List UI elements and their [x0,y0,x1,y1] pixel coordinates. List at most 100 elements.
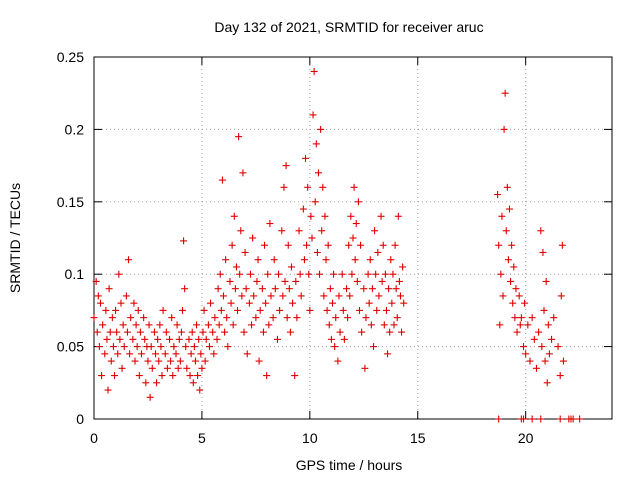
data-point [522,350,530,358]
data-point [520,343,528,351]
data-point [558,241,566,249]
data-point [508,241,516,249]
data-point [166,335,174,343]
data-point [134,306,142,314]
data-point [240,328,248,336]
data-point [556,372,564,380]
data-point [135,372,143,380]
data-point [520,415,528,423]
data-point [269,314,277,322]
data-point [307,212,315,220]
data-point [295,227,303,235]
data-point [96,299,104,307]
data-point [310,67,318,75]
data-point [146,393,154,401]
data-point [170,343,178,351]
data-point [216,270,224,278]
data-point [263,372,271,380]
data-point [361,364,369,372]
data-point [209,328,217,336]
data-point [127,314,135,322]
data-point [284,241,292,249]
data-point [180,237,188,245]
data-point [155,357,163,365]
data-point [98,372,106,380]
y-tick-label: 0.15 [57,194,84,210]
data-point [391,241,399,249]
data-point [365,299,373,307]
data-point [554,343,562,351]
data-point [157,343,165,351]
data-point [223,314,231,322]
data-point [133,343,141,351]
data-point [543,379,551,387]
data-point [253,277,261,285]
data-point [187,350,195,358]
data-point [323,306,331,314]
data-point [309,111,317,119]
data-point [392,285,400,293]
data-point [150,328,158,336]
data-point [521,299,529,307]
data-point [498,212,506,220]
data-point [532,364,540,372]
data-point [311,198,319,206]
data-point [267,292,275,300]
data-point [147,343,155,351]
data-point [335,292,343,300]
x-tick-label: 0 [90,430,98,446]
data-point [92,277,100,285]
data-point [539,248,547,256]
data-point [202,335,210,343]
data-point [178,306,186,314]
data-point [344,314,352,322]
data-point [399,263,407,271]
data-point [318,227,326,235]
data-point [334,357,342,365]
data-point [538,343,546,351]
data-point [362,314,370,322]
data-point [316,270,324,278]
data-point [148,364,156,372]
data-point [145,321,153,329]
data-point [502,227,510,235]
data-point [306,306,314,314]
data-point [516,321,524,329]
data-point [250,292,258,300]
data-point [196,386,204,394]
data-point [338,270,346,278]
data-point [276,306,284,314]
data-point [379,241,387,249]
x-tick-label: 15 [410,430,426,446]
data-point [537,227,545,235]
data-point [181,285,189,293]
data-point [116,335,124,343]
data-point [355,306,363,314]
data-point [122,292,130,300]
data-point [152,350,160,358]
data-point [357,241,365,249]
data-point [142,379,150,387]
data-point [537,415,545,423]
data-point [169,372,177,380]
data-point [266,220,274,228]
data-point [126,350,134,358]
data-point [95,343,103,351]
data-point [255,357,263,365]
data-point [117,299,125,307]
data-point [111,372,119,380]
data-point [207,299,215,307]
data-point [354,198,362,206]
data-point [300,256,308,264]
data-point [189,379,197,387]
data-point [163,364,171,372]
data-point [495,241,503,249]
data-point [107,357,115,365]
data-point [528,415,536,423]
data-point [559,357,567,365]
data-point [246,270,254,278]
data-point [291,372,299,380]
data-point [358,328,366,336]
data-point [200,306,208,314]
data-point [325,321,333,329]
